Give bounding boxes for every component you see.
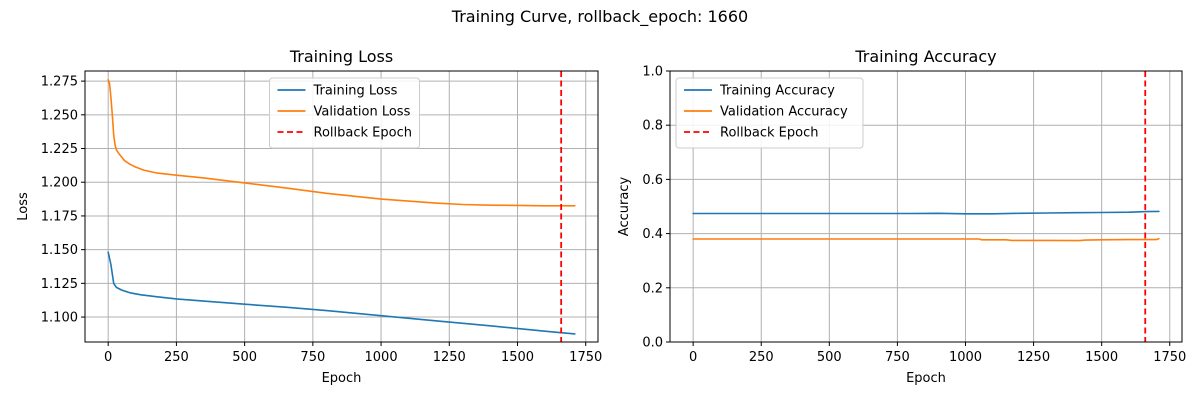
accuracy-y-axis-label: Accuracy [617,177,632,237]
loss-legend-label: Training Loss [313,84,398,99]
figure-suptitle: Training Curve, rollback_epoch: 1660 [451,7,748,27]
loss-legend: Training Loss Validation Loss Rollback Epo… [269,77,420,149]
loss-y-tick-label: 1.225 [41,142,78,157]
accuracy-axes-frame [669,70,1183,343]
accuracy-x-tick-label: 250 [749,350,774,365]
loss-x-tick-label: 750 [300,350,325,365]
loss-y-tick-label: 1.175 [41,209,78,224]
accuracy-y-tick-label: 1.0 [642,65,663,80]
accuracy-x-tick-label: 0 [689,350,697,365]
loss-x-tick-label: 0 [104,350,112,365]
accuracy-legend: Training Accuracy Validation Accuracy Roll… [675,77,864,149]
loss-x-tick-label: 250 [164,350,189,365]
accuracy-y-tick-label: 0.6 [642,173,663,188]
accuracy-legend-label: Validation Accuracy [720,105,848,120]
accuracy-y-tick-label: 0.8 [642,119,663,134]
loss-chart-title: Training Loss [289,47,393,66]
accuracy-x-tick-label: 1250 [1017,350,1050,365]
loss-y-tick-label: 1.200 [41,176,78,191]
accuracy-chart: 0 250 500 750 1000 1250 1500 1750 0.0 0.2 0.4 0.6 0.… [617,47,1186,386]
loss-series-line-validation [107,79,576,207]
accuracy-y-tick-label: 0.2 [642,281,663,296]
loss-chart: 0 250 500 750 1000 1250 1500 1750 1.100 1.125 1.15… [16,47,602,386]
loss-y-tick-label: 1.275 [41,75,78,90]
loss-x-tick-label: 1750 [569,350,602,365]
loss-x-tick-label: 1500 [501,350,534,365]
loss-y-axis-label: Loss [16,192,31,221]
accuracy-chart-title: Training Accuracy [854,47,996,66]
accuracy-y-tick-label: 0.4 [642,227,663,242]
loss-x-tick-label: 1250 [433,350,466,365]
loss-y-tick-label: 1.250 [41,108,78,123]
accuracy-legend-label: Rollback Epoch [720,126,818,141]
loss-y-tick-label: 1.150 [41,243,78,258]
accuracy-series-line-validation [692,237,1160,242]
accuracy-y-tick-label: 0.0 [642,336,663,351]
loss-axes-frame [84,70,599,343]
loss-legend-box [269,77,420,149]
accuracy-x-tick-label: 1000 [949,350,982,365]
accuracy-series-line-training [692,210,1160,215]
accuracy-x-tick-label: 1750 [1153,350,1186,365]
loss-series-line-training [107,251,576,335]
accuracy-x-tick-label: 1500 [1085,350,1118,365]
accuracy-x-tick-label: 500 [817,350,842,365]
loss-y-tick-label: 1.125 [41,277,78,292]
accuracy-legend-label: Training Accuracy [719,84,835,99]
accuracy-legend-box [675,77,864,149]
loss-legend-label: Validation Loss [314,105,411,120]
loss-x-axis-label: Epoch [322,371,362,386]
loss-x-tick-label: 1000 [365,350,398,365]
loss-x-tick-label: 500 [232,350,257,365]
loss-legend-label: Rollback Epoch [314,126,412,141]
accuracy-x-tick-label: 750 [885,350,910,365]
loss-y-tick-label: 1.100 [41,311,78,326]
accuracy-x-axis-label: Epoch [906,371,946,386]
